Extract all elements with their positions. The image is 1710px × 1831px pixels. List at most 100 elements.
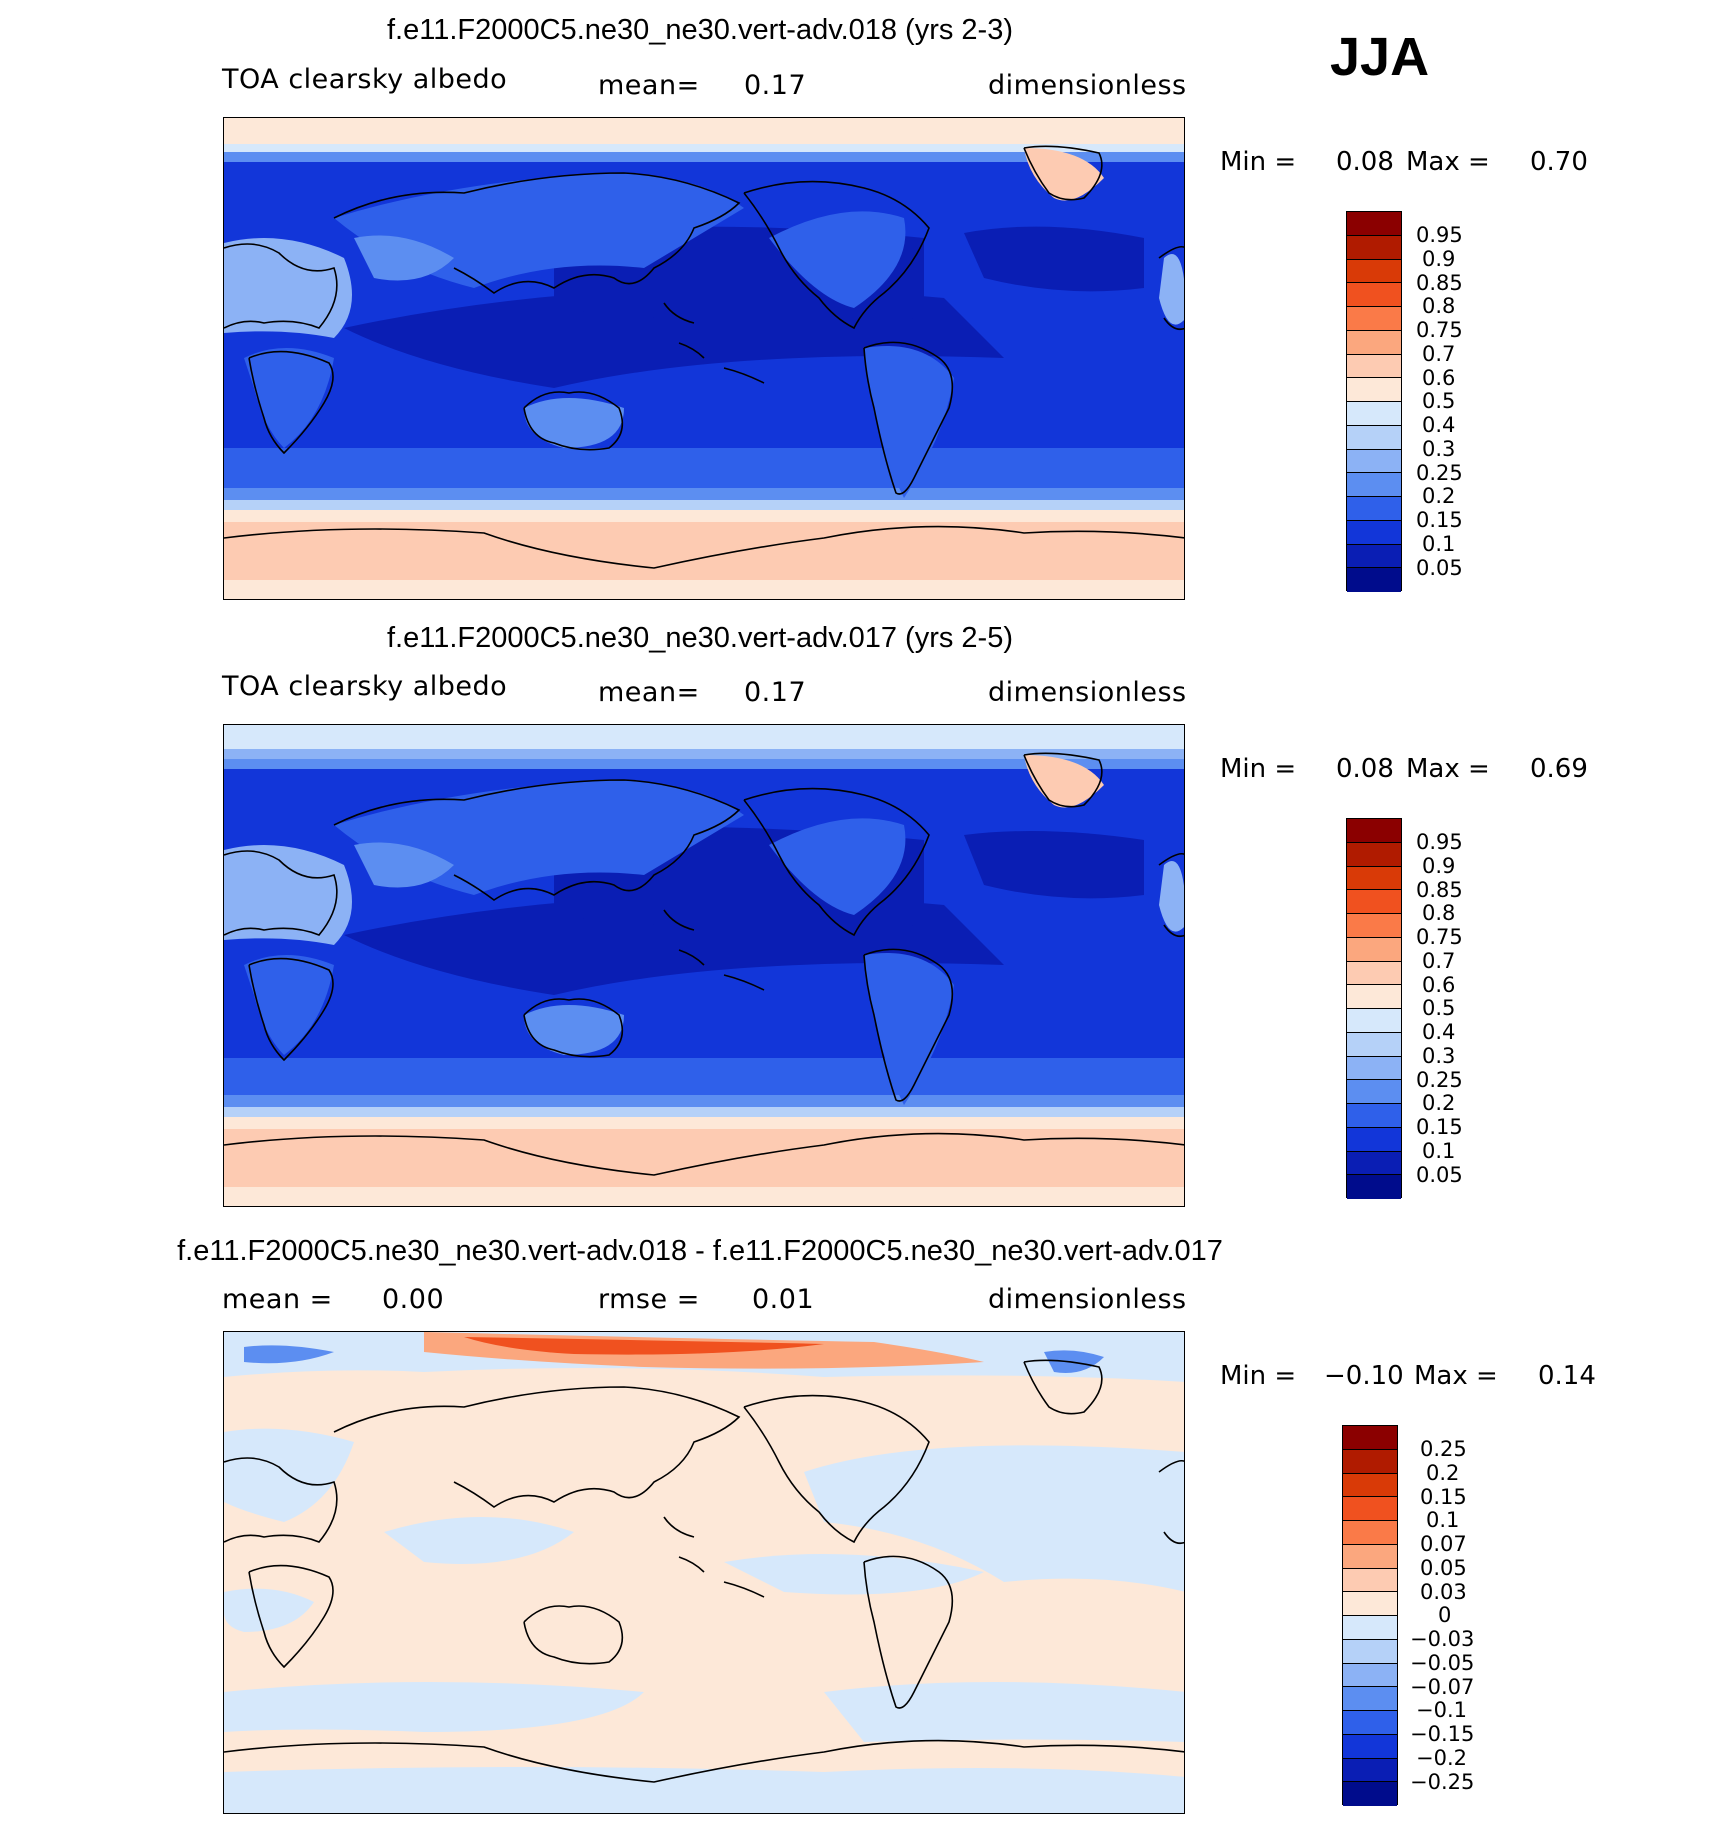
panel2-min-label: Min =	[1220, 754, 1297, 784]
panel2-colorbar-swatch	[1347, 914, 1401, 938]
panel2-colorbar-swatch	[1347, 819, 1401, 843]
panel3-colorbar-swatch	[1343, 1782, 1397, 1806]
panel2-colorbar	[1346, 818, 1402, 1199]
panel1-colorbar-swatch	[1347, 307, 1401, 331]
panel1-colorbar-swatch	[1347, 568, 1401, 592]
panel1-colorbar-tick: 0.6	[1422, 366, 1456, 390]
panel2-colorbar-swatch	[1347, 985, 1401, 1009]
panel3-colorbar-tick: 0.07	[1420, 1532, 1467, 1556]
panel3-colorbar-tick: −0.05	[1410, 1651, 1475, 1675]
panel2-colorbar-swatch	[1347, 1151, 1401, 1176]
panel1-colorbar-tick: 0.4	[1422, 413, 1456, 437]
panel2-colorbar-tick: 0.3	[1422, 1044, 1456, 1068]
panel1-mean-label: mean=	[598, 70, 700, 101]
panel1-colorbar-swatch	[1347, 354, 1401, 379]
panel1-colorbar-swatch	[1347, 235, 1401, 260]
panel1-colorbar-swatch	[1347, 473, 1401, 497]
panel3-colorbar-swatch	[1343, 1449, 1397, 1474]
panel2-colorbar-tick: 0.5	[1422, 996, 1456, 1020]
panel2-variable: TOA clearsky albedo	[222, 671, 508, 702]
panel2-colorbar-tick: 0.8	[1422, 901, 1456, 925]
panel1-colorbar-swatch	[1347, 283, 1401, 307]
panel3-colorbar-tick: −0.07	[1410, 1675, 1475, 1699]
panel2-mean-value: 0.17	[744, 677, 807, 708]
panel2-map-canvas	[224, 725, 1184, 1206]
panel2-map	[223, 724, 1185, 1207]
panel2-colorbar-swatch	[1347, 866, 1401, 891]
panel3-colorbar-tick: −0.15	[1410, 1722, 1475, 1746]
panel1-colorbar	[1346, 211, 1402, 592]
panel2-mean-label: mean=	[598, 677, 700, 708]
panel3-units: dimensionless	[988, 1284, 1187, 1315]
panel1-colorbar-tick: 0.15	[1416, 508, 1463, 532]
panel1-colorbar-swatch	[1347, 425, 1401, 450]
panel3-colorbar	[1342, 1425, 1398, 1806]
panel3-colorbar-tick: −0.25	[1410, 1770, 1475, 1794]
panel3-colorbar-tick: 0.1	[1426, 1508, 1460, 1532]
panel3-colorbar-swatch	[1343, 1497, 1397, 1521]
panel2-colorbar-tick: 0.2	[1422, 1091, 1456, 1115]
panel1-map-canvas	[224, 118, 1184, 599]
panel2-colorbar-tick: 0.15	[1416, 1115, 1463, 1139]
panel2-colorbar-swatch	[1347, 1009, 1401, 1033]
panel3-rmse-value: 0.01	[752, 1284, 815, 1315]
panel3-map-canvas	[224, 1332, 1184, 1813]
panel2-colorbar-swatch	[1347, 937, 1401, 962]
panel2-colorbar-tick: 0.4	[1422, 1020, 1456, 1044]
season-label: JJA	[1330, 27, 1430, 87]
panel1-colorbar-swatch	[1347, 402, 1401, 426]
panel3-colorbar-tick: 0.03	[1420, 1580, 1467, 1604]
panel2-colorbar-tick: 0.85	[1416, 878, 1463, 902]
panel1-units: dimensionless	[988, 70, 1187, 101]
panel3-colorbar-swatch	[1343, 1568, 1397, 1593]
panel1-colorbar-tick: 0.7	[1422, 342, 1456, 366]
panel2-units: dimensionless	[988, 677, 1187, 708]
panel1-title: f.e11.F2000C5.ne30_ne30.vert-adv.018 (yr…	[386, 14, 1014, 46]
panel3-colorbar-tick: 0.25	[1420, 1437, 1467, 1461]
panel2-colorbar-tick: 0.7	[1422, 949, 1456, 973]
panel1-variable: TOA clearsky albedo	[222, 64, 508, 95]
panel2-colorbar-swatch	[1347, 842, 1401, 867]
panel3-colorbar-swatch	[1343, 1521, 1397, 1545]
panel1-colorbar-swatch	[1347, 520, 1401, 545]
panel1-colorbar-tick: 0.3	[1422, 437, 1456, 461]
panel2-colorbar-tick: 0.25	[1416, 1068, 1463, 1092]
panel1-max-label: Max =	[1406, 147, 1490, 177]
panel3-colorbar-swatch	[1343, 1734, 1397, 1759]
panel1-colorbar-tick: 0.05	[1416, 556, 1463, 580]
panel1-map	[223, 117, 1185, 600]
panel3-colorbar-tick: −0.2	[1416, 1746, 1467, 1770]
panel1-colorbar-tick: 0.95	[1416, 223, 1463, 247]
panel3-colorbar-tick: 0.15	[1420, 1485, 1467, 1509]
panel2-colorbar-swatch	[1347, 1104, 1401, 1128]
panel2-max-label: Max =	[1406, 754, 1490, 784]
panel2-colorbar-tick: 0.6	[1422, 973, 1456, 997]
panel2-colorbar-swatch	[1347, 1056, 1401, 1081]
panel1-colorbar-swatch	[1347, 330, 1401, 355]
panel3-colorbar-swatch	[1343, 1687, 1397, 1711]
panel2-max-value: 0.69	[1530, 754, 1588, 784]
panel3-mean-label: mean =	[222, 1284, 333, 1315]
panel3-colorbar-swatch	[1343, 1473, 1397, 1498]
panel1-colorbar-swatch	[1347, 212, 1401, 236]
panel1-colorbar-tick: 0.85	[1416, 271, 1463, 295]
panel3-colorbar-swatch	[1343, 1592, 1397, 1616]
panel2-colorbar-tick: 0.9	[1422, 854, 1456, 878]
panel2-colorbar-swatch	[1347, 961, 1401, 986]
panel3-max-value: 0.14	[1538, 1361, 1596, 1391]
panel3-title: f.e11.F2000C5.ne30_ne30.vert-adv.018 - f…	[177, 1235, 1223, 1267]
panel2-colorbar-swatch	[1347, 1127, 1401, 1152]
panel3-colorbar-tick: 0.2	[1426, 1461, 1460, 1485]
panel3-min-label: Min =	[1220, 1361, 1297, 1391]
panel3-colorbar-tick: −0.03	[1410, 1627, 1475, 1651]
panel2-colorbar-tick: 0.95	[1416, 830, 1463, 854]
panel3-min-value: −0.10	[1324, 1361, 1404, 1391]
panel1-colorbar-tick: 0.5	[1422, 389, 1456, 413]
panel2-colorbar-tick: 0.1	[1422, 1139, 1456, 1163]
panel1-colorbar-swatch	[1347, 259, 1401, 284]
panel1-colorbar-swatch	[1347, 449, 1401, 474]
panel3-colorbar-tick: 0	[1438, 1603, 1452, 1627]
panel2-title: f.e11.F2000C5.ne30_ne30.vert-adv.017 (yr…	[386, 622, 1014, 654]
panel2-colorbar-swatch	[1347, 890, 1401, 914]
panel3-mean-value: 0.00	[382, 1284, 445, 1315]
